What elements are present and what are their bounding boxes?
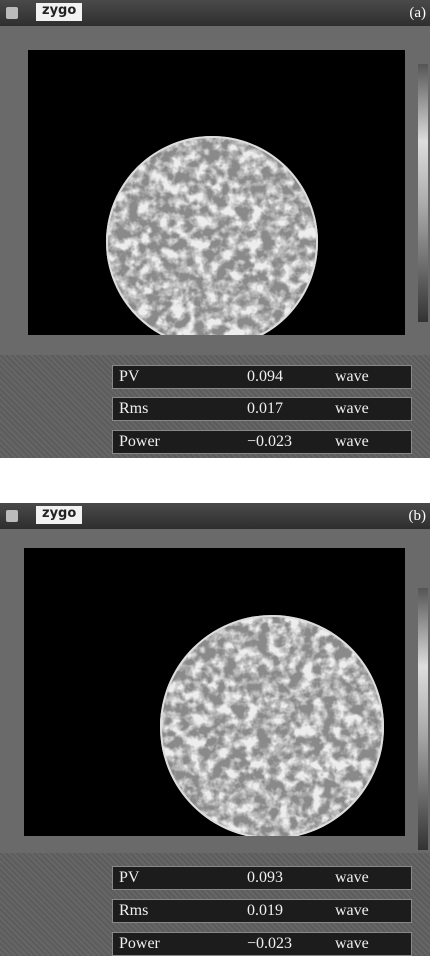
panel-label: (a) xyxy=(409,5,426,22)
window-icon xyxy=(6,7,18,19)
logo: zygo xyxy=(36,3,82,21)
result-unit: wave xyxy=(335,398,369,420)
color-scale xyxy=(418,64,428,322)
title-bar: zygo (b) xyxy=(0,503,430,529)
result-value: −0.023 xyxy=(247,431,292,453)
result-unit: wave xyxy=(335,431,369,453)
result-name: PV xyxy=(119,867,139,889)
result-value: 0.017 xyxy=(247,398,283,420)
phase-map xyxy=(28,50,405,335)
result-row: PV 0.093 wave xyxy=(112,866,412,890)
result-unit: wave xyxy=(335,867,369,889)
logo: zygo xyxy=(36,506,82,524)
result-unit: wave xyxy=(335,900,369,922)
interferometer-panel: zygo (a) PV 0.094 wave Rms 0.017 wave Power −0.0… xyxy=(0,0,430,458)
result-name: Power xyxy=(119,431,160,453)
window-icon xyxy=(6,510,18,522)
result-value: −0.023 xyxy=(247,933,292,955)
panel-label: (b) xyxy=(409,508,427,525)
result-row: Rms 0.019 wave xyxy=(112,899,412,923)
color-scale xyxy=(418,588,428,850)
result-value: 0.093 xyxy=(247,867,283,889)
result-row: Power −0.023 wave xyxy=(112,430,412,454)
result-row: Rms 0.017 wave xyxy=(112,397,412,421)
result-name: Rms xyxy=(119,398,148,420)
surface-texture xyxy=(106,136,318,335)
result-value: 0.094 xyxy=(247,366,283,388)
result-unit: wave xyxy=(335,933,369,955)
result-name: Power xyxy=(119,933,160,955)
phase-map xyxy=(24,548,405,836)
result-name: PV xyxy=(119,366,139,388)
title-bar: zygo (a) xyxy=(0,0,430,26)
result-row: PV 0.094 wave xyxy=(112,365,412,389)
interferometer-panel: zygo (b) PV 0.093 wave Rms 0.019 wave Power −0.0… xyxy=(0,503,430,956)
result-row: Power −0.023 wave xyxy=(112,932,412,956)
result-name: Rms xyxy=(119,900,148,922)
page: zygo (a) PV 0.094 wave Rms 0.017 wave Power −0.0… xyxy=(0,0,430,956)
result-unit: wave xyxy=(335,366,369,388)
result-value: 0.019 xyxy=(247,900,283,922)
